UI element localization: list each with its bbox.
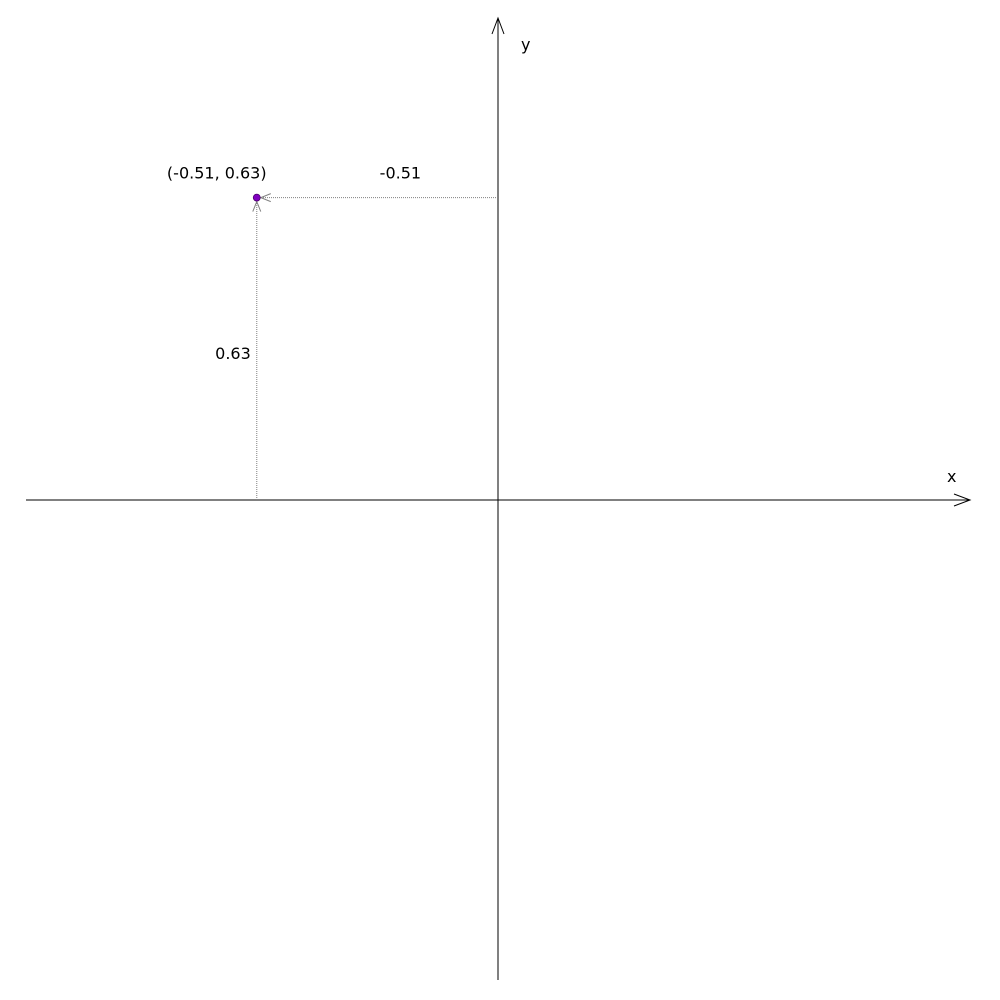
x-axis-label: x: [947, 467, 956, 486]
horizontal-projection-arrowhead: [259, 193, 271, 203]
data-point[interactable]: [252, 193, 261, 202]
point-group: (-0.51, 0.63) -0.51 0.63: [167, 164, 498, 500]
y-axis-arrowhead: [491, 16, 505, 35]
y-axis-label: y: [521, 35, 530, 54]
vertical-projection-arrowhead: [252, 200, 262, 212]
y-axis: y: [491, 16, 530, 980]
y-projection-label: 0.63: [215, 344, 251, 363]
point-coordinate-label: (-0.51, 0.63): [167, 164, 267, 183]
x-axis-arrowhead: [953, 493, 972, 507]
x-projection-label: -0.51: [380, 164, 421, 183]
